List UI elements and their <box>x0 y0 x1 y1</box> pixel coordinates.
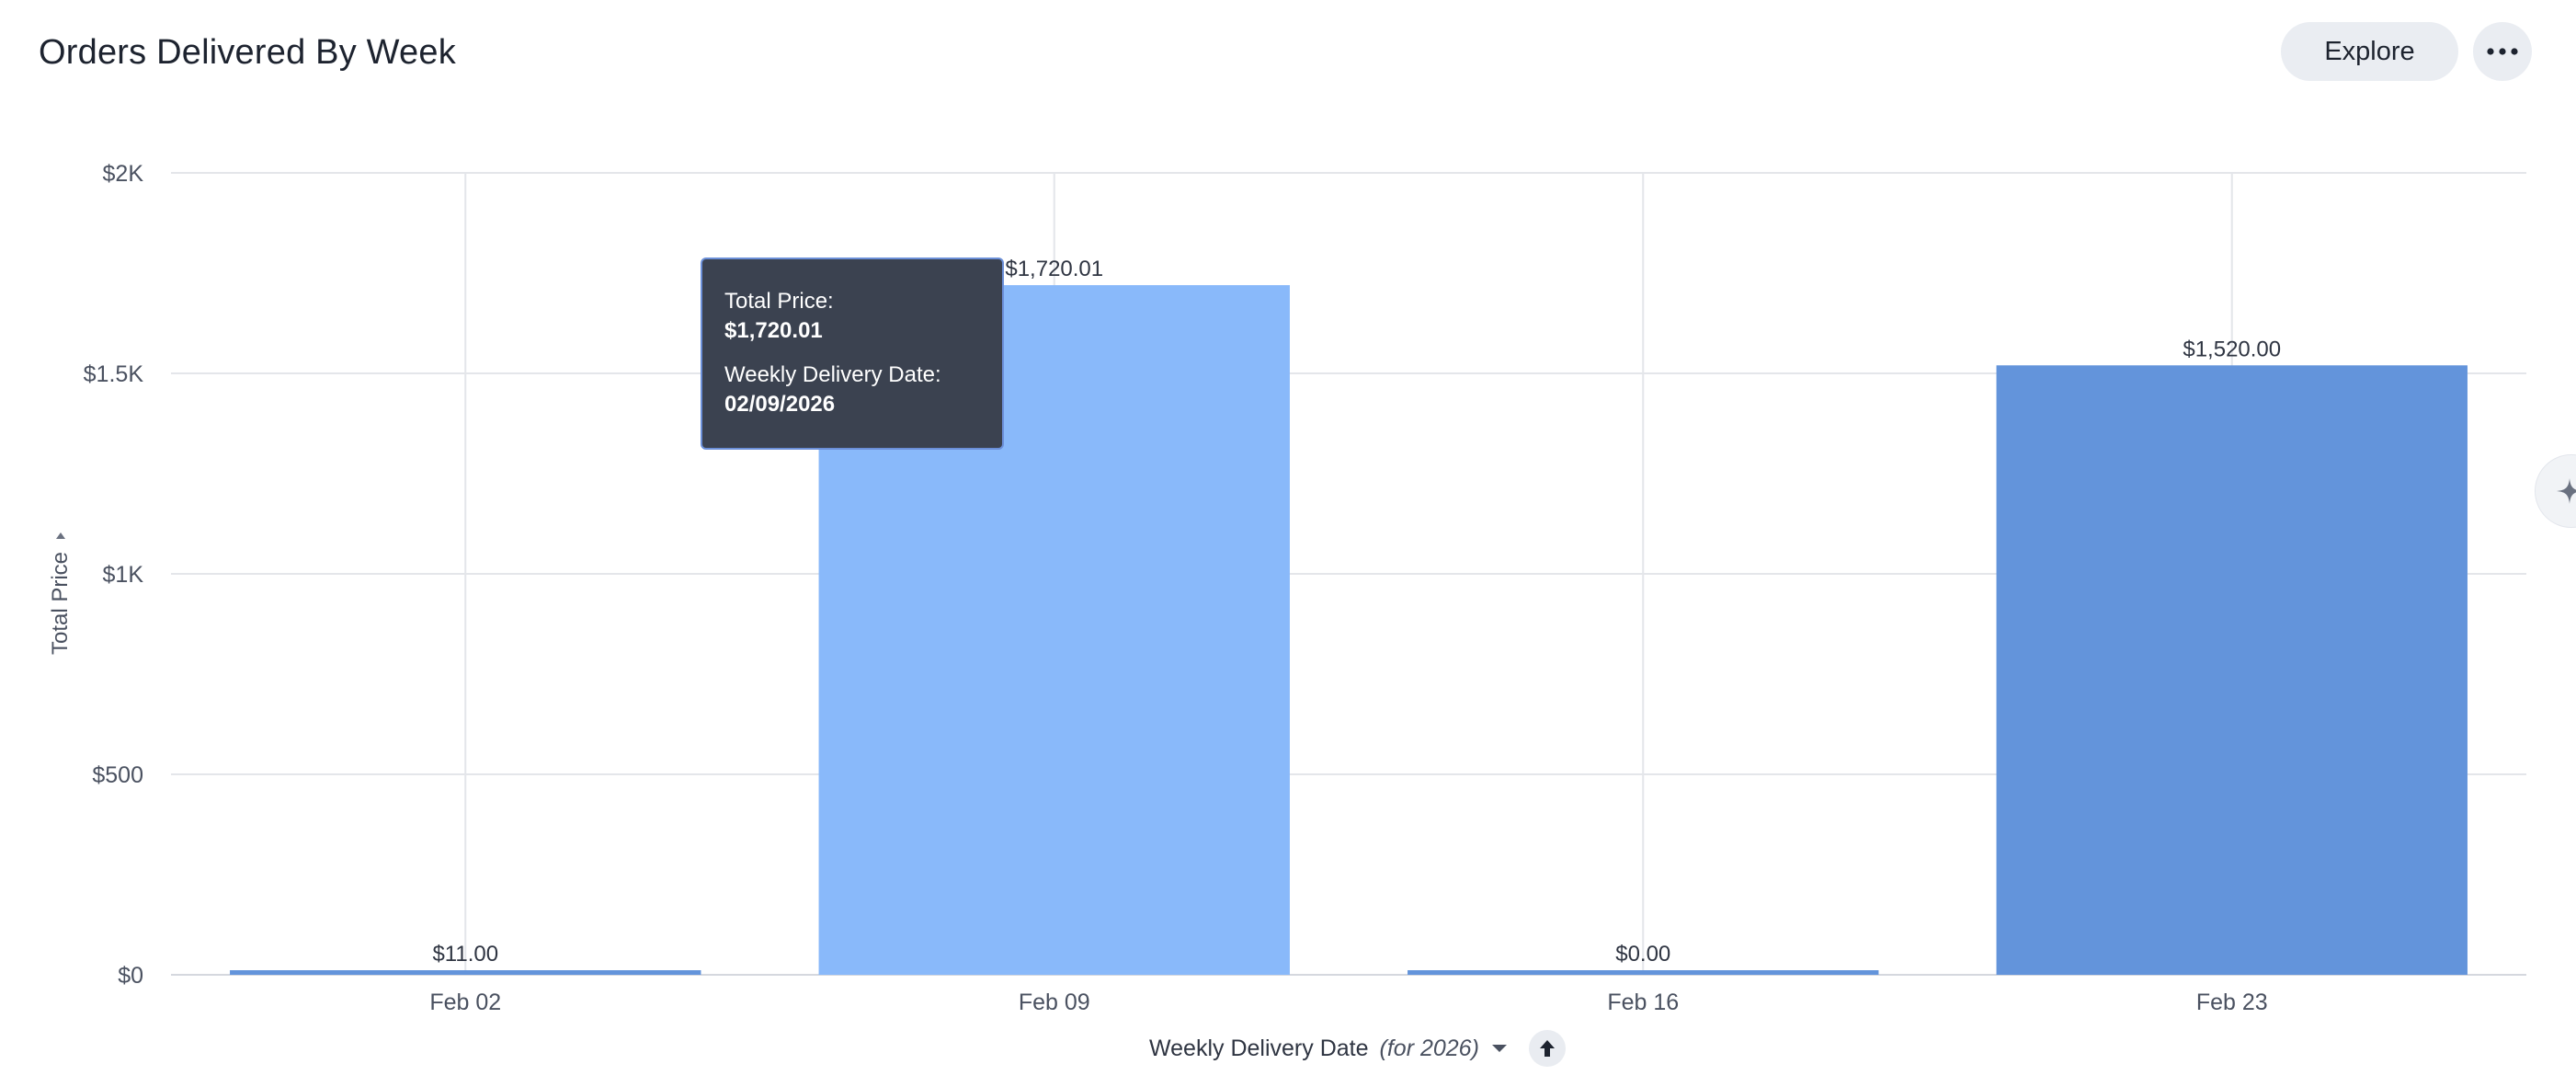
bar <box>230 970 701 975</box>
arrow-up-icon <box>1539 1040 1555 1057</box>
x-axis-title: Weekly Delivery Date (for 2026) <box>1149 1030 1566 1067</box>
data-label: $0.00 <box>1615 942 1670 967</box>
tooltip-label-date: Weekly Delivery Date: <box>724 362 941 387</box>
x-tick-label: Feb 09 <box>1019 990 1090 1015</box>
y-tick-label: $1.5K <box>84 361 144 387</box>
chart-title: Orders Delivered By Week <box>39 33 456 72</box>
y-axis-label: Total Price <box>48 551 73 656</box>
chevron-down-icon[interactable] <box>1490 1042 1509 1055</box>
more-options-button[interactable] <box>2473 22 2532 81</box>
bar <box>1408 970 1879 975</box>
x-tick-label: Feb 23 <box>2196 990 2268 1015</box>
y-tick-label: $2K <box>103 161 144 187</box>
caret-right-icon <box>56 532 65 539</box>
more-horizontal-icon <box>2487 48 2518 55</box>
tooltip-label-total-price: Total Price: <box>724 289 834 314</box>
data-label: $1,720.01 <box>1005 257 1103 281</box>
explore-button[interactable]: Explore <box>2281 22 2458 81</box>
sort-ascending-button[interactable] <box>1528 1030 1566 1067</box>
y-tick-label: $1K <box>103 562 144 588</box>
tooltip-value-total-price: $1,720.01 <box>724 318 823 343</box>
x-axis-label[interactable]: Weekly Delivery Date <box>1149 1035 1369 1061</box>
tooltip-value-date: 02/09/2026 <box>724 392 836 417</box>
data-label: $11.00 <box>432 942 498 967</box>
y-tick-label: $0 <box>118 963 143 989</box>
x-axis-qualifier: (for 2026) <box>1379 1035 1479 1061</box>
data-label: $1,520.00 <box>2183 337 2281 361</box>
x-tick-label: Feb 16 <box>1607 990 1679 1015</box>
sparkle-icon <box>2557 478 2576 504</box>
bar <box>1996 365 2468 975</box>
x-tick-label: Feb 02 <box>429 990 501 1015</box>
chart-tooltip: Total Price: $1,720.01 Weekly Delivery D… <box>701 257 1004 450</box>
y-tick-label: $500 <box>92 762 143 788</box>
y-axis-title[interactable]: Total Price <box>48 530 74 655</box>
